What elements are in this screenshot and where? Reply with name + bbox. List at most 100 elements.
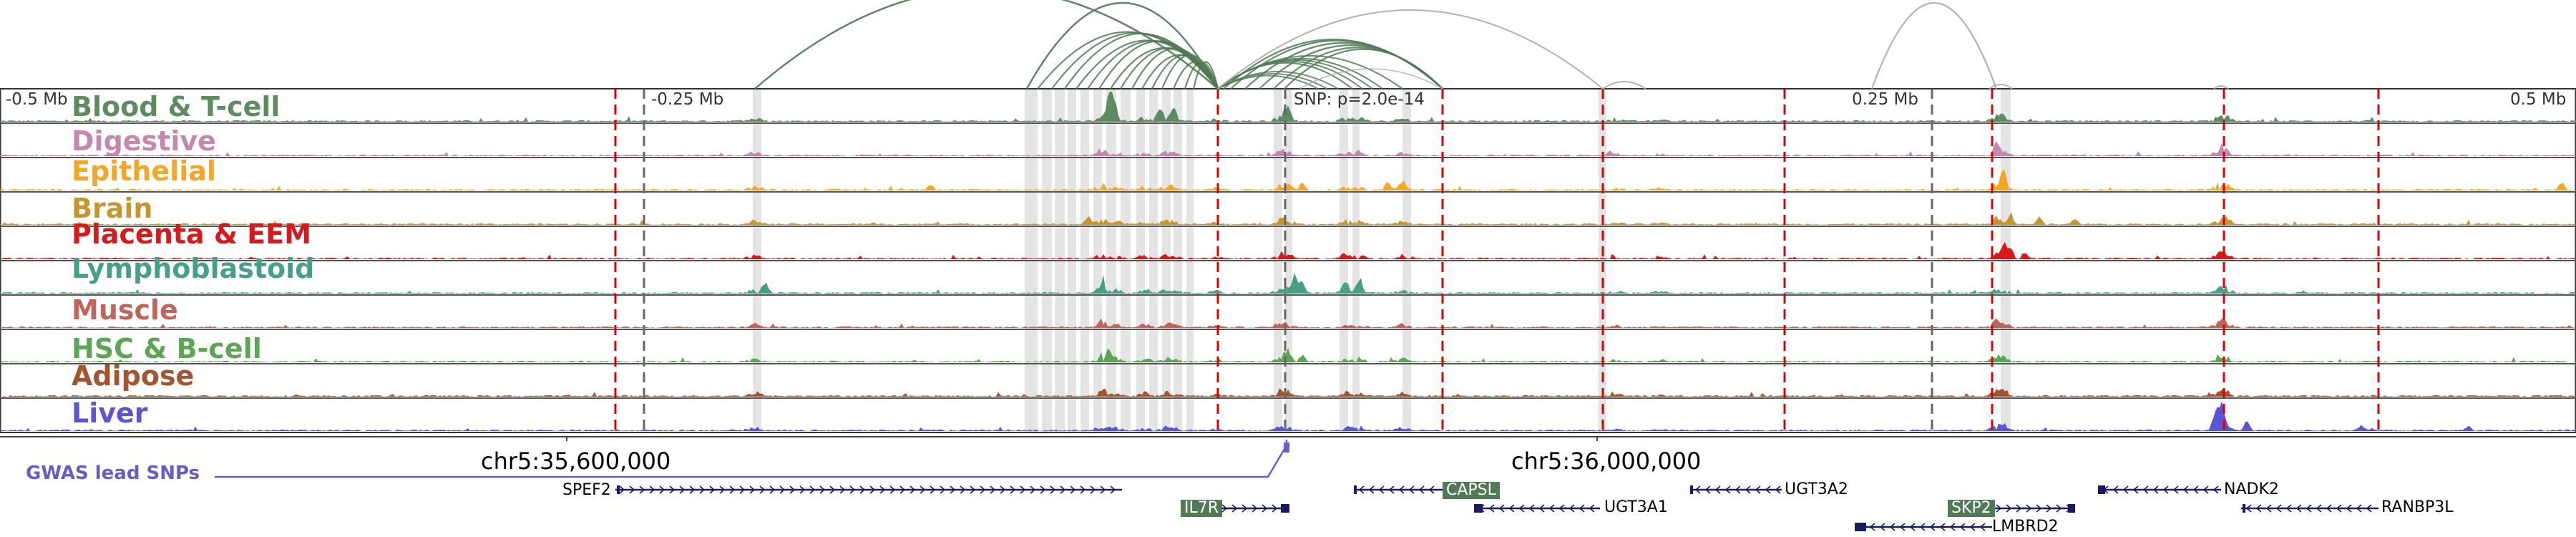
strand-arrow <box>2346 504 2352 513</box>
strand-arrow <box>1548 504 1555 513</box>
strand-arrow <box>1518 504 1525 513</box>
track-label-1: Digestive <box>72 125 216 157</box>
track-label-7: HSC & B-cell <box>72 333 262 364</box>
strand-arrow <box>1538 504 1545 513</box>
interaction-arc <box>754 0 1219 90</box>
strand-arrow <box>1724 485 1731 494</box>
strand-arrow <box>1221 504 1228 513</box>
strand-arrow <box>769 485 776 494</box>
strand-arrow <box>729 485 736 494</box>
strand-arrow <box>819 485 826 494</box>
strand-arrow <box>970 485 976 494</box>
track-label-0: Blood & T-cell <box>72 91 280 122</box>
strand-arrow <box>1775 485 1781 494</box>
strand-arrow <box>1388 485 1395 494</box>
strand-arrow <box>1060 485 1066 494</box>
strand-arrow <box>1889 523 1896 531</box>
strand-arrow <box>1368 485 1375 494</box>
gene-exon <box>2098 485 2105 494</box>
interaction-arc <box>1141 54 1219 90</box>
strand-arrow <box>799 485 806 494</box>
strand-arrow <box>759 485 766 494</box>
strand-arrow <box>1979 523 1986 531</box>
interaction-arc <box>1025 1 1219 90</box>
strand-arrow <box>960 485 966 494</box>
strand-arrow <box>930 485 936 494</box>
axis-label-2: SNP: p=2.0e-14 <box>1294 90 1425 109</box>
interaction-arc <box>1299 68 1443 90</box>
strand-arrow <box>899 485 906 494</box>
strand-arrow <box>1070 485 1076 494</box>
coordinate-label-0: chr5:35,600,000 <box>481 448 671 475</box>
track-label-8: Adipose <box>72 360 195 392</box>
strand-arrow <box>879 485 886 494</box>
strand-arrow <box>869 485 876 494</box>
strand-arrow <box>839 485 846 494</box>
strand-arrow <box>1755 485 1761 494</box>
strand-arrow <box>859 485 866 494</box>
strand-arrow <box>1949 523 1956 531</box>
strand-arrow <box>1398 485 1405 494</box>
strand-arrow <box>679 485 686 494</box>
strand-arrow <box>980 485 986 494</box>
signal-3 <box>0 212 2576 225</box>
signal-0 <box>0 92 2576 122</box>
strand-arrow <box>2112 485 2119 494</box>
track-label-5: Lymphoblastoid <box>72 253 315 284</box>
interaction-arc <box>1217 71 1339 90</box>
strand-arrow <box>1969 523 1976 531</box>
strand-arrow <box>1765 485 1771 494</box>
strand-arrow <box>2056 504 2062 513</box>
gene-exon <box>2068 504 2075 513</box>
gene-label-nadk2: NADK2 <box>2224 480 2279 498</box>
strand-arrow <box>2255 504 2262 513</box>
interaction-arc <box>1217 54 1403 90</box>
strand-arrow <box>1090 485 1096 494</box>
gene-label-ugt3a2: UGT3A2 <box>1785 480 1848 498</box>
gene-exon <box>1474 504 1483 513</box>
interaction-arc <box>1217 9 1604 90</box>
strand-arrow <box>950 485 956 494</box>
strand-arrow <box>1100 485 1106 494</box>
gwas-snp-marker <box>1284 442 1289 453</box>
strand-arrow <box>2356 504 2362 513</box>
strand-arrow <box>1909 523 1916 531</box>
strand-arrow <box>1428 485 1435 494</box>
strand-arrow <box>2212 485 2219 494</box>
signal-1 <box>0 141 2576 156</box>
strand-arrow <box>2182 485 2189 494</box>
strand-arrow <box>1929 523 1936 531</box>
strand-arrow <box>1110 485 1116 494</box>
gene-label-capsl: CAPSL <box>1443 482 1500 499</box>
strand-arrow <box>2192 485 2199 494</box>
strand-arrow <box>1418 485 1425 494</box>
strand-arrow <box>1040 485 1046 494</box>
strand-arrow <box>1030 485 1036 494</box>
strand-arrow <box>1498 504 1505 513</box>
interaction-arc <box>1989 84 2013 90</box>
interaction-arc <box>2213 85 2229 90</box>
strand-arrow <box>1020 485 1026 494</box>
axis-label-3: 0.25 Mb <box>1852 90 1918 109</box>
strand-arrow <box>2202 485 2209 494</box>
track-label-3: Brain <box>72 193 153 224</box>
strand-arrow <box>779 485 786 494</box>
strand-arrow <box>1378 485 1385 494</box>
interaction-arc <box>1037 31 1219 90</box>
axis-label-1: -0.25 Mb <box>651 90 724 109</box>
strand-arrow <box>649 485 655 494</box>
axis-label-4: 0.5 Mb <box>2510 90 2567 109</box>
interaction-arc <box>1192 61 1219 90</box>
strand-arrow <box>789 485 796 494</box>
signal-4 <box>0 242 2576 259</box>
strand-arrow <box>2026 504 2032 513</box>
strand-arrow <box>2016 504 2022 513</box>
signal-7 <box>0 348 2576 362</box>
gene-exon <box>2243 504 2245 513</box>
strand-arrow <box>1579 504 1585 513</box>
strand-arrow <box>849 485 856 494</box>
strand-arrow <box>2142 485 2149 494</box>
strand-arrow <box>2326 504 2332 513</box>
